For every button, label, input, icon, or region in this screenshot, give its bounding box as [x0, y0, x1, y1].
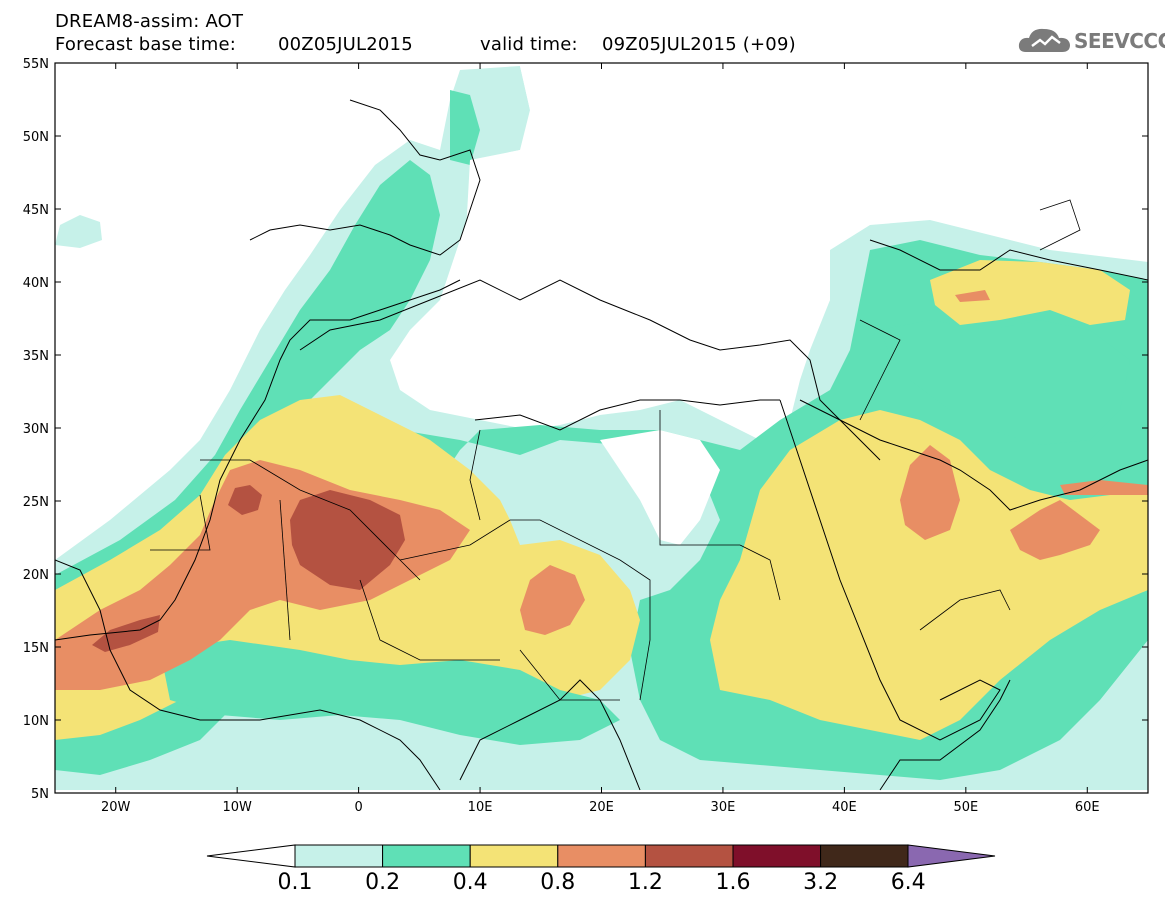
aot-band-0.2-tongue	[450, 90, 480, 165]
lon-label: 20E	[589, 800, 614, 815]
aot-band-1.2-senegal	[92, 615, 160, 652]
lon-label: 20W	[101, 800, 131, 815]
colorbar-high-triangle	[907, 844, 996, 868]
colorbar-label: 1.2	[627, 870, 663, 895]
lat-label: 50N	[23, 130, 49, 145]
colorbar-swatch	[382, 844, 471, 868]
forecast-base-value: 00Z05JUL2015	[278, 34, 413, 55]
coastlines	[55, 99, 1148, 791]
seevccc-logo: SEEVCCC	[1018, 24, 1165, 58]
colorbar-label: 1.6	[715, 870, 751, 895]
lon-label: 40E	[832, 800, 857, 815]
colorbar-swatch	[557, 844, 646, 868]
aot-band-1.2	[290, 490, 405, 590]
colorbar-swatch	[294, 844, 384, 868]
forecast-base-label: Forecast base time:	[55, 34, 237, 55]
aot-band-0.8-chad	[520, 565, 585, 635]
aot-band-0.8-arabia	[900, 445, 960, 540]
colorbar-low-triangle	[206, 844, 296, 868]
colorbar	[206, 844, 996, 868]
colorbar-swatch	[469, 844, 559, 868]
aot-band-0.4-arabia	[710, 410, 1148, 740]
lat-label: 25N	[23, 495, 49, 510]
colorbar-swatch	[732, 844, 822, 868]
map-field	[55, 63, 1148, 793]
colorbar-label: 6.4	[890, 870, 926, 895]
borders	[150, 199, 1081, 701]
lat-label: 35N	[23, 349, 49, 364]
lat-label: 30N	[23, 422, 49, 437]
lat-label: 45N	[23, 203, 49, 218]
lat-label: 40N	[23, 276, 49, 291]
colorbar-swatch	[820, 844, 909, 868]
lat-label: 15N	[23, 641, 49, 656]
lon-label: 0	[354, 800, 362, 815]
lat-label: 10N	[23, 714, 49, 729]
lat-label: 55N	[23, 57, 49, 72]
lon-label: 30E	[711, 800, 736, 815]
aot-clear-europe	[520, 66, 1148, 240]
cloud-icon	[1018, 28, 1070, 52]
colorbar-label: 0.4	[452, 870, 488, 895]
colorbar-label: 0.8	[540, 870, 576, 895]
aot-band-0.8-caspian	[955, 290, 990, 302]
axes: 55N 50N 45N 40N 35N 30N 25N 20N 15N 10N 5N 20W 10W 0 1…	[23, 57, 1148, 815]
aot-band-1.2-mauritania	[228, 485, 262, 515]
aot-band-0.8-oman	[1010, 500, 1100, 560]
colorbar-label: 0.1	[277, 870, 313, 895]
lon-label: 60E	[1075, 800, 1100, 815]
lat-label: 20N	[23, 568, 49, 583]
valid-time-label: valid time:	[480, 34, 578, 55]
map-title: DREAM8-assim: AOT	[55, 11, 244, 32]
colorbar-label: 3.2	[803, 870, 839, 895]
lon-label: 10W	[222, 800, 252, 815]
lat-label: 5N	[31, 787, 49, 802]
aot-band-0.8-gulf	[1060, 480, 1148, 495]
aot-band-0.2-sahel	[160, 640, 620, 745]
valid-time-value: 09Z05JUL2015 (+09)	[602, 34, 796, 55]
lon-label: 50E	[953, 800, 978, 815]
logo-text: SEEVCCC	[1074, 29, 1165, 53]
colorbar-label: 0.2	[365, 870, 401, 895]
aot-band-0.1-europe	[55, 215, 102, 248]
aot-band-0.4-caspian	[930, 260, 1130, 325]
aot-band-0.2-persia	[880, 320, 1130, 445]
colorbar-swatch	[644, 844, 734, 868]
lon-label: 10E	[468, 800, 493, 815]
